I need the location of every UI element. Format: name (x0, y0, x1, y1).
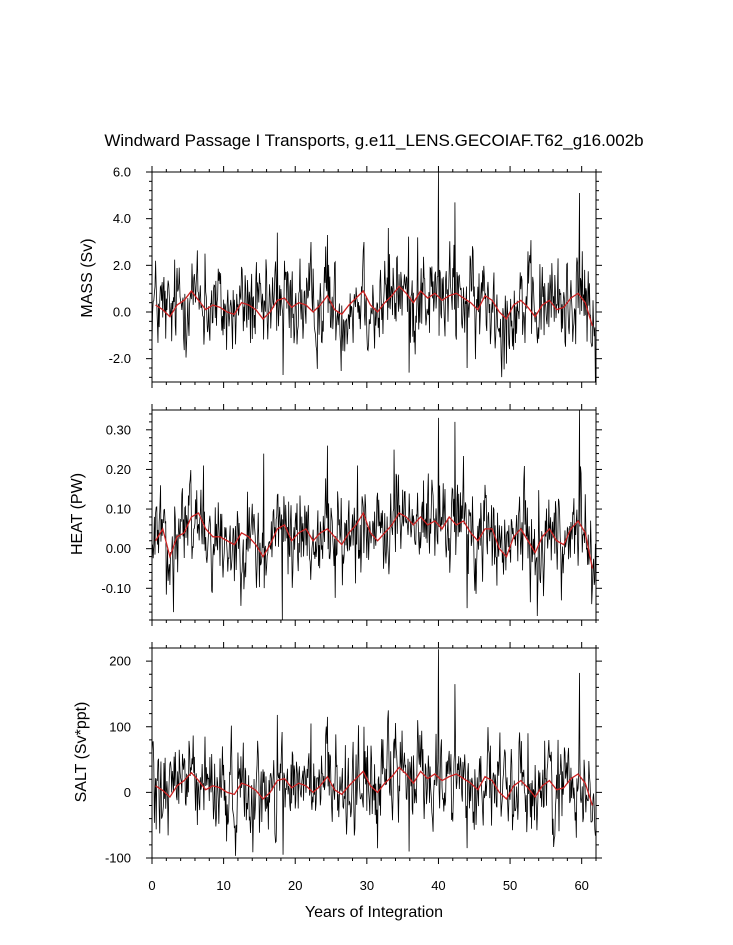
y-tick-label-heat: 0.30 (106, 422, 131, 437)
plot-frame-mass (151, 171, 597, 383)
plot-frame-salt (151, 647, 597, 859)
series-annual-mean-salt (155, 766, 594, 806)
y-tick-label-mass: 4.0 (113, 211, 131, 226)
y-tick-label-salt: 100 (109, 719, 131, 734)
series-annual-mean-mass (155, 285, 594, 327)
x-axis-label: Years of Integration (305, 904, 443, 921)
x-tick-label: 10 (216, 878, 230, 893)
series-annual-mean-heat (155, 511, 594, 569)
x-tick-label: 30 (360, 878, 374, 893)
x-tick-label: 0 (148, 878, 155, 893)
plot-frame-heat (151, 409, 597, 621)
panel-heat: HEAT (PW) 0.30 0.20 0.10 0.00 -0.10 (69, 404, 602, 626)
y-axis-label-heat: HEAT (PW) (69, 473, 86, 555)
y-axis-label-mass: MASS (Sv) (79, 238, 96, 317)
x-tick-label: 60 (574, 878, 588, 893)
y-tick-label-heat: 0.00 (106, 541, 131, 556)
panel-mass: MASS (Sv) 6.0 4.0 2.0 0.0 -2.0 (79, 165, 602, 388)
y-tick-label-salt: -100 (105, 851, 131, 866)
x-tick-labels: 0 10 20 30 40 50 60 (148, 878, 589, 893)
y-tick-label-heat: -0.10 (101, 581, 131, 596)
y-tick-label-salt: 200 (109, 654, 131, 669)
series-monthly-salt (151, 649, 596, 856)
series-monthly-heat (151, 409, 596, 621)
y-tick-label-mass: 2.0 (113, 258, 131, 273)
y-tick-label-salt: 0 (124, 785, 131, 800)
y-tick-label-mass: -2.0 (109, 351, 131, 366)
y-tick-label-heat: 0.20 (106, 462, 131, 477)
x-tick-label: 20 (288, 878, 302, 893)
y-axis-label-salt: SALT (Sv*ppt) (73, 702, 90, 803)
panel-salt: SALT (Sv*ppt) 200 100 0 -100 (73, 642, 602, 866)
y-tick-label-heat: 0.10 (106, 502, 131, 517)
x-tick-label: 50 (503, 878, 517, 893)
y-tick-label-mass: 0.0 (113, 305, 131, 320)
series-monthly-mass (151, 171, 596, 383)
y-tick-label-mass: 6.0 (113, 165, 131, 180)
chart-title: Windward Passage I Transports, g.e11_LEN… (104, 131, 643, 150)
x-tick-label: 40 (431, 878, 445, 893)
